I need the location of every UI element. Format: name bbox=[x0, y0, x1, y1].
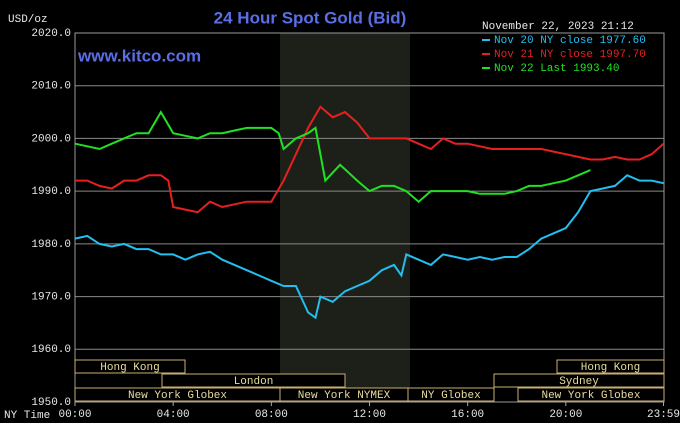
session-label: Sydney bbox=[559, 376, 599, 388]
session-label: NY Globex bbox=[421, 390, 481, 402]
session-label: Hong Kong bbox=[581, 362, 640, 374]
x-tick-label: 00:00 bbox=[58, 409, 91, 421]
y-tick-label: 1950.0 bbox=[31, 397, 71, 409]
x-tick-label: 16:00 bbox=[451, 409, 484, 421]
legend-label: Nov 22 Last 1993.40 bbox=[494, 63, 619, 75]
legend-label: Nov 20 NY close 1977.60 bbox=[494, 35, 646, 47]
session-label: London bbox=[234, 376, 274, 388]
y-axis-label: USD/oz bbox=[8, 14, 48, 26]
session-label: New York NYMEX bbox=[298, 390, 391, 402]
y-tick-label: 1970.0 bbox=[31, 291, 71, 303]
session-label: New York Globex bbox=[128, 390, 227, 402]
x-tick-label: 20:00 bbox=[549, 409, 582, 421]
session-box bbox=[556, 359, 665, 374]
session-label: Hong Kong bbox=[100, 362, 159, 374]
series-line bbox=[75, 105, 665, 214]
y-tick-label: 1980.0 bbox=[31, 239, 71, 251]
x-tick-label: 23:59 bbox=[647, 409, 680, 421]
y-tick-label: 2000.0 bbox=[31, 133, 71, 145]
session-box bbox=[74, 359, 186, 374]
x-tick-label: 04:00 bbox=[157, 409, 190, 421]
plot-border bbox=[74, 32, 665, 403]
y-tick-label: 1990.0 bbox=[31, 186, 71, 198]
session-box bbox=[493, 373, 665, 388]
session-box bbox=[161, 373, 346, 388]
series-line bbox=[74, 174, 664, 320]
x-tick-label: 08:00 bbox=[255, 409, 288, 421]
y-tick-label: 2010.0 bbox=[31, 81, 71, 93]
chart-title: 24 Hour Spot Gold (Bid) bbox=[214, 8, 407, 27]
session-box bbox=[407, 387, 495, 402]
timestamp: November 22, 2023 21:12 bbox=[482, 21, 634, 33]
session-label: New York Globex bbox=[541, 390, 640, 402]
session-box bbox=[517, 387, 665, 402]
nymex-shade bbox=[280, 33, 410, 402]
y-tick-label: 1960.0 bbox=[31, 344, 71, 356]
watermark: www.kitco.com bbox=[77, 46, 201, 65]
x-axis-label: NY Time bbox=[4, 410, 50, 422]
y-tick-label: 2020.0 bbox=[31, 28, 71, 40]
series-line bbox=[74, 110, 591, 204]
legend-label: Nov 21 NY close 1997.70 bbox=[494, 49, 646, 61]
x-tick-label: 12:00 bbox=[353, 409, 386, 421]
